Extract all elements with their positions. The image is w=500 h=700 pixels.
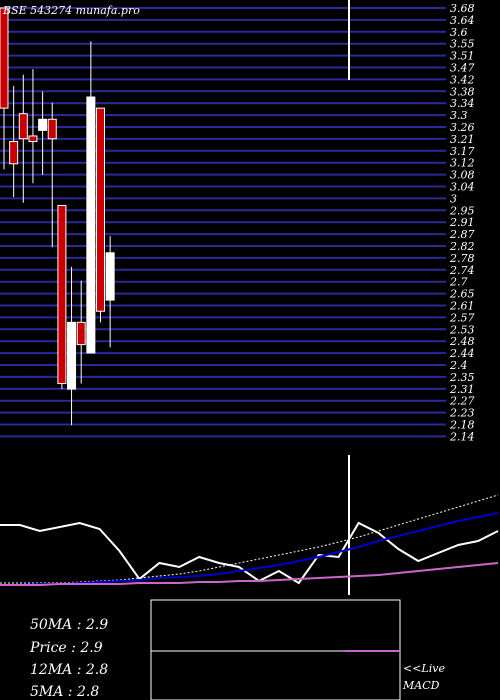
macd-series-line (0, 512, 499, 586)
y-tick-label: 3 (450, 192, 457, 205)
live-label: <<Live (403, 662, 445, 675)
y-tick-label: 3.51 (450, 50, 475, 63)
price-axis: 3.683.643.63.553.513.473.423.383.343.33.… (449, 2, 475, 443)
candle-body (86, 96, 96, 354)
y-tick-label: 2.35 (449, 371, 475, 384)
y-tick-label: 3.42 (450, 73, 475, 86)
y-tick-label: 3.17 (450, 145, 475, 158)
y-tick-label: 3.47 (450, 62, 475, 75)
stat-price: Price : 2.9 (30, 640, 103, 656)
chart-title: BSE 543274 munafa.pro (2, 4, 140, 17)
candle-body (76, 321, 86, 346)
y-tick-label: 2.14 (449, 430, 475, 443)
macd-series-line (0, 494, 499, 584)
candle-body (47, 118, 57, 140)
y-tick-label: 2.78 (449, 252, 475, 265)
y-tick-label: 2.44 (449, 347, 475, 360)
candles (0, 7, 115, 426)
y-tick-label: 2.48 (449, 335, 475, 348)
stat-50ma: 50MA : 2.9 (30, 617, 109, 633)
macd-label: MACD (403, 679, 440, 692)
y-tick-label: 2.74 (449, 264, 475, 277)
price-grid (0, 7, 446, 438)
price-chart: 3.683.643.63.553.513.473.423.383.343.33.… (0, 0, 500, 455)
macd-lines (0, 494, 499, 586)
stat-5ma: 5MA : 2.8 (30, 684, 100, 700)
candle-body (28, 135, 38, 143)
y-tick-label: 2.23 (449, 407, 475, 420)
y-tick-label: 2.61 (449, 300, 475, 313)
y-tick-label: 2.87 (449, 228, 475, 241)
macd-background (0, 455, 500, 700)
y-tick-label: 2.18 (449, 419, 475, 432)
y-tick-label: 3.04 (450, 181, 475, 194)
y-tick-label: 3.34 (450, 97, 475, 110)
y-tick-label: 3.21 (450, 133, 475, 146)
candle-body (57, 205, 67, 385)
macd-series-line (0, 521, 499, 585)
candle-body (0, 7, 9, 109)
y-tick-label: 2.53 (449, 323, 475, 336)
y-tick-label: 3.12 (450, 157, 475, 170)
price-chart-background (0, 0, 500, 455)
y-tick-label: 3.08 (450, 169, 475, 182)
candle-body (105, 252, 115, 301)
y-tick-label: 3.68 (450, 2, 475, 15)
macd-chart (0, 455, 500, 700)
y-tick-label: 2.27 (449, 395, 475, 408)
y-tick-label: 3.3 (450, 109, 468, 122)
y-tick-label: 2.82 (449, 240, 475, 253)
y-tick-label: 2.65 (449, 288, 475, 301)
y-tick-label: 3.55 (450, 38, 475, 51)
y-tick-label: 2.57 (449, 311, 475, 324)
candle-body (18, 113, 28, 140)
y-tick-label: 3.64 (450, 14, 475, 27)
y-tick-label: 3.26 (450, 121, 475, 134)
y-tick-label: 2.31 (449, 383, 475, 396)
y-tick-label: 2.91 (449, 216, 475, 229)
candle-body (38, 118, 48, 131)
candle-body (9, 141, 19, 165)
candle-body (67, 321, 77, 390)
candle-body (96, 107, 105, 312)
macd-series-line (0, 562, 499, 586)
y-tick-label: 2.95 (449, 204, 475, 217)
y-tick-label: 3.6 (450, 26, 468, 39)
stat-12ma: 12MA : 2.8 (30, 662, 109, 678)
y-tick-label: 2.7 (449, 276, 468, 289)
y-tick-label: 3.38 (450, 85, 475, 98)
y-tick-label: 2.4 (449, 359, 468, 372)
